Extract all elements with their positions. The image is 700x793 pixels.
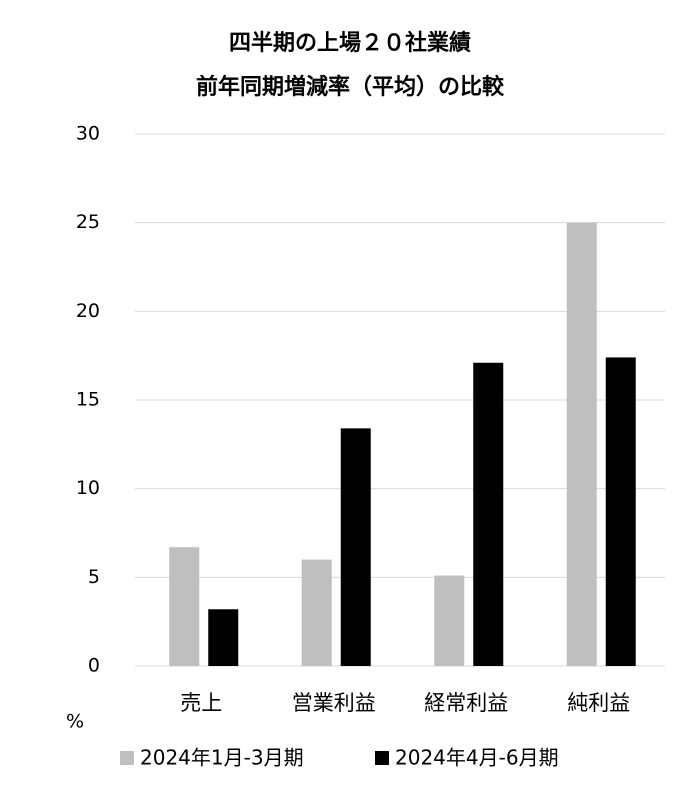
y-tick-label: 15 <box>76 389 100 411</box>
bar <box>301 559 332 666</box>
bar <box>434 575 465 666</box>
chart-title: 四半期の上場２０社業績 <box>229 30 471 56</box>
bar <box>169 547 200 666</box>
bar <box>208 609 239 666</box>
y-tick-label: 25 <box>76 211 100 233</box>
bar <box>473 362 504 666</box>
bar <box>566 222 597 666</box>
legend-swatch <box>375 751 389 765</box>
x-tick-label: 営業利益 <box>292 691 376 715</box>
x-tick-label: 売上 <box>180 691 222 715</box>
legend-label: 2024年4月-6月期 <box>395 746 559 770</box>
y-tick-label: 20 <box>76 300 100 322</box>
y-tick-label: 10 <box>76 477 100 499</box>
y-tick-label: 0 <box>88 655 100 677</box>
x-tick-label: 経常利益 <box>424 691 508 715</box>
bar <box>340 428 371 666</box>
bar <box>605 357 636 666</box>
x-tick-label: 純利益 <box>567 691 630 715</box>
chart-title: 前年同期増減率（平均）の比較 <box>196 74 505 100</box>
y-tick-label: 30 <box>76 123 100 145</box>
y-tick-label: 5 <box>88 566 100 588</box>
unit-label: % <box>66 711 84 733</box>
legend-label: 2024年1月-3月期 <box>140 746 304 770</box>
legend-swatch <box>120 751 134 765</box>
